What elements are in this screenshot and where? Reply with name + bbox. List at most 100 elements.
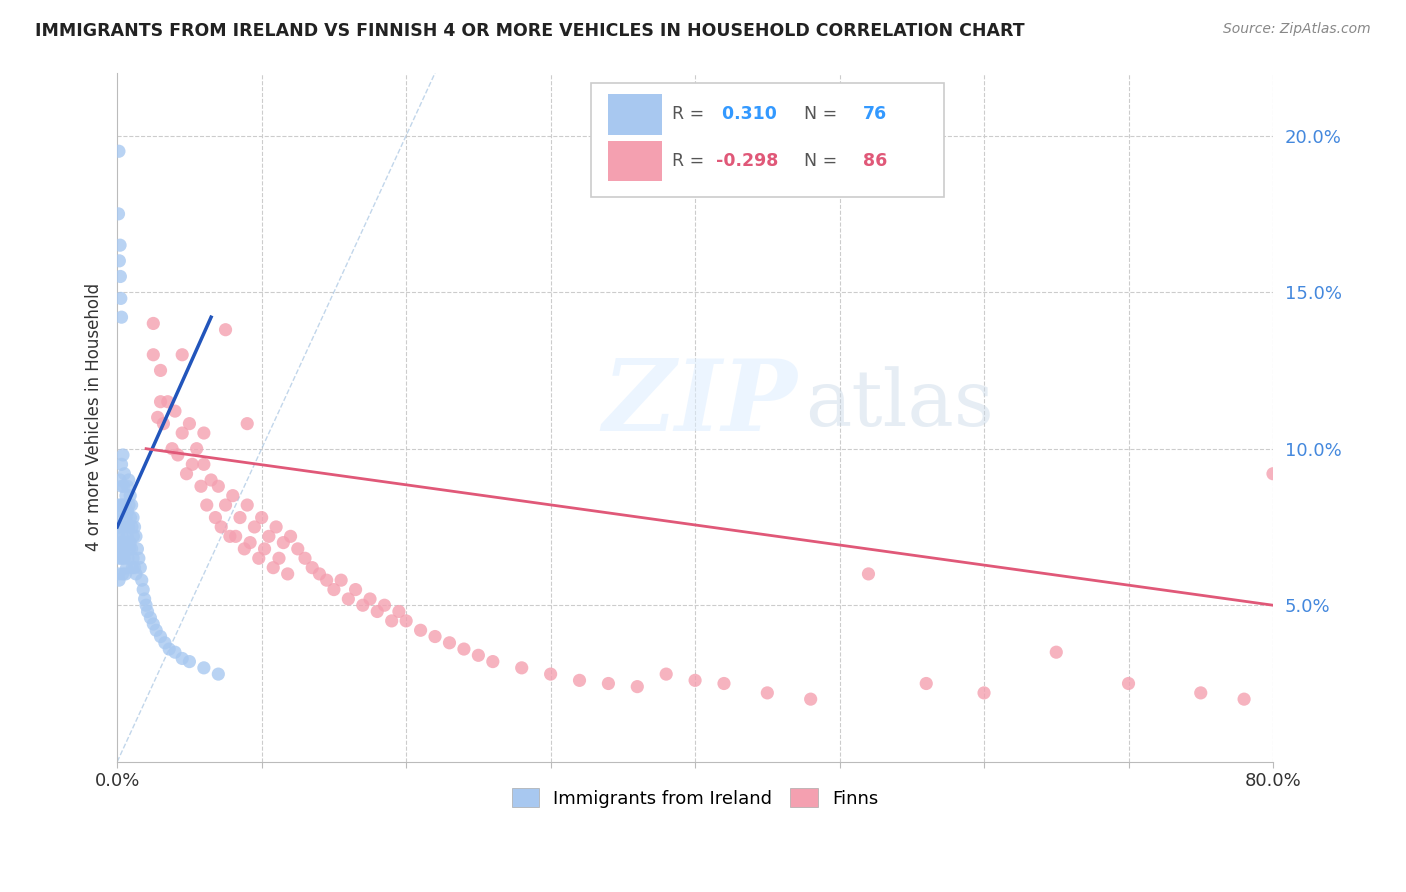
Point bbox=[111, 479, 134, 493]
Point bbox=[122, 529, 145, 543]
Point bbox=[388, 605, 411, 619]
Point bbox=[142, 317, 165, 331]
Point bbox=[125, 566, 148, 581]
Point bbox=[257, 529, 280, 543]
Point bbox=[108, 510, 131, 524]
Point bbox=[163, 404, 186, 418]
Point bbox=[172, 651, 194, 665]
Point bbox=[108, 520, 131, 534]
Point bbox=[179, 655, 201, 669]
Point bbox=[108, 529, 131, 543]
Point bbox=[117, 529, 139, 543]
Point bbox=[395, 614, 418, 628]
Point bbox=[176, 467, 198, 481]
Point bbox=[110, 292, 132, 306]
Point bbox=[139, 611, 162, 625]
Point bbox=[683, 673, 706, 688]
Point bbox=[409, 624, 432, 638]
Point bbox=[120, 510, 142, 524]
Point bbox=[112, 551, 135, 566]
Point bbox=[1261, 467, 1284, 481]
Point bbox=[110, 458, 132, 472]
Point bbox=[163, 645, 186, 659]
Text: -0.298: -0.298 bbox=[716, 153, 779, 170]
Point bbox=[107, 520, 129, 534]
Point bbox=[200, 473, 222, 487]
Point bbox=[114, 541, 136, 556]
Text: IMMIGRANTS FROM IRELAND VS FINNISH 4 OR MORE VEHICLES IN HOUSEHOLD CORRELATION C: IMMIGRANTS FROM IRELAND VS FINNISH 4 OR … bbox=[35, 22, 1025, 40]
Point bbox=[381, 614, 404, 628]
Text: 76: 76 bbox=[863, 105, 887, 123]
Point bbox=[800, 692, 823, 706]
Point bbox=[110, 310, 132, 325]
Point bbox=[149, 363, 172, 377]
Point bbox=[157, 642, 180, 657]
Point bbox=[214, 498, 236, 512]
Point bbox=[262, 560, 284, 574]
Point bbox=[250, 510, 273, 524]
Point bbox=[136, 605, 159, 619]
Point bbox=[359, 591, 381, 606]
Point bbox=[115, 510, 138, 524]
Point bbox=[229, 510, 252, 524]
Point bbox=[267, 551, 290, 566]
Point bbox=[112, 520, 135, 534]
Point bbox=[439, 636, 461, 650]
Point bbox=[121, 541, 143, 556]
Point bbox=[308, 566, 330, 581]
Text: Source: ZipAtlas.com: Source: ZipAtlas.com bbox=[1223, 22, 1371, 37]
Point bbox=[236, 498, 259, 512]
Point bbox=[153, 636, 176, 650]
Text: N =: N = bbox=[793, 105, 844, 123]
Point bbox=[1233, 692, 1256, 706]
Point bbox=[156, 394, 179, 409]
Point bbox=[352, 599, 374, 613]
Point bbox=[239, 535, 262, 549]
Point bbox=[120, 489, 142, 503]
Point bbox=[108, 573, 131, 587]
Point bbox=[128, 551, 150, 566]
Point bbox=[160, 442, 183, 456]
Point bbox=[122, 551, 145, 566]
Point bbox=[110, 551, 132, 566]
Point bbox=[510, 661, 533, 675]
Point bbox=[112, 479, 135, 493]
Point bbox=[112, 467, 135, 481]
Point bbox=[142, 617, 165, 632]
Point bbox=[110, 541, 132, 556]
Point bbox=[247, 551, 270, 566]
Point bbox=[973, 686, 995, 700]
Point bbox=[222, 489, 245, 503]
Point bbox=[149, 630, 172, 644]
Point bbox=[129, 560, 152, 574]
Text: 0.310: 0.310 bbox=[716, 105, 776, 123]
Point bbox=[337, 591, 360, 606]
Point bbox=[453, 642, 475, 657]
Text: ZIP: ZIP bbox=[603, 355, 797, 452]
FancyBboxPatch shape bbox=[591, 83, 943, 197]
Point bbox=[108, 238, 131, 252]
Point bbox=[118, 541, 141, 556]
Point bbox=[120, 535, 142, 549]
Point bbox=[121, 498, 143, 512]
Point bbox=[209, 520, 232, 534]
Point bbox=[111, 566, 134, 581]
Point bbox=[179, 417, 201, 431]
Point bbox=[117, 551, 139, 566]
Point bbox=[149, 394, 172, 409]
Point bbox=[146, 410, 169, 425]
Point bbox=[127, 541, 149, 556]
Point bbox=[482, 655, 505, 669]
Point bbox=[330, 573, 353, 587]
Point bbox=[112, 535, 135, 549]
Point bbox=[107, 498, 129, 512]
Legend: Immigrants from Ireland, Finns: Immigrants from Ireland, Finns bbox=[505, 780, 886, 814]
Point bbox=[315, 573, 337, 587]
Point bbox=[207, 479, 229, 493]
Point bbox=[117, 504, 139, 518]
Point bbox=[1189, 686, 1212, 700]
Point bbox=[195, 498, 218, 512]
Point bbox=[301, 560, 323, 574]
Point bbox=[207, 667, 229, 681]
Point bbox=[373, 599, 395, 613]
